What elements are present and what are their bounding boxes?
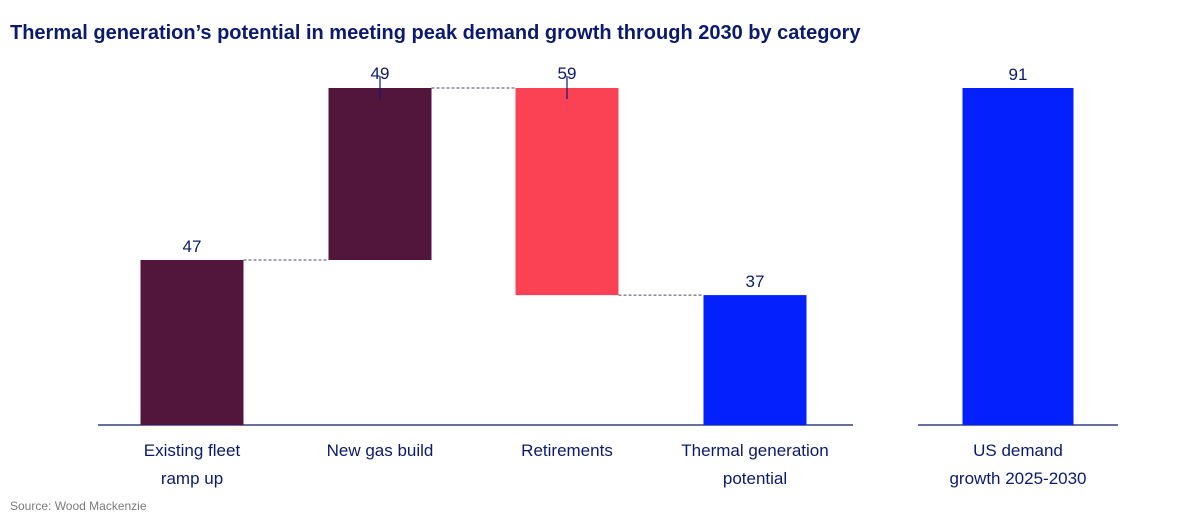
data-label-2: 59: [558, 64, 577, 83]
source-note: Source: Wood Mackenzie: [10, 499, 147, 513]
category-label-0-0: Existing fleet: [144, 441, 241, 460]
category-label-3-1: potential: [723, 469, 787, 488]
category-label-0-1: ramp up: [161, 469, 223, 488]
data-label-1: 49: [371, 64, 390, 83]
category-label-3-0: Thermal generation: [681, 441, 828, 460]
category-label-2-0: Retirements: [521, 441, 613, 460]
category-label-us-demand-1: growth 2025-2030: [949, 469, 1086, 488]
bar-3: [703, 295, 807, 425]
chart-title: Thermal generation’s potential in meetin…: [10, 22, 861, 44]
data-label-0: 47: [183, 237, 202, 256]
category-label-us-demand-0: US demand: [973, 441, 1063, 460]
bar-us-demand: [962, 88, 1074, 425]
bar-2: [515, 88, 619, 296]
bar-0: [140, 260, 244, 425]
bar-1: [328, 88, 432, 261]
category-label-1-0: New gas build: [327, 441, 434, 460]
data-label-3: 37: [746, 272, 765, 291]
data-label-us-demand: 91: [1009, 65, 1028, 84]
